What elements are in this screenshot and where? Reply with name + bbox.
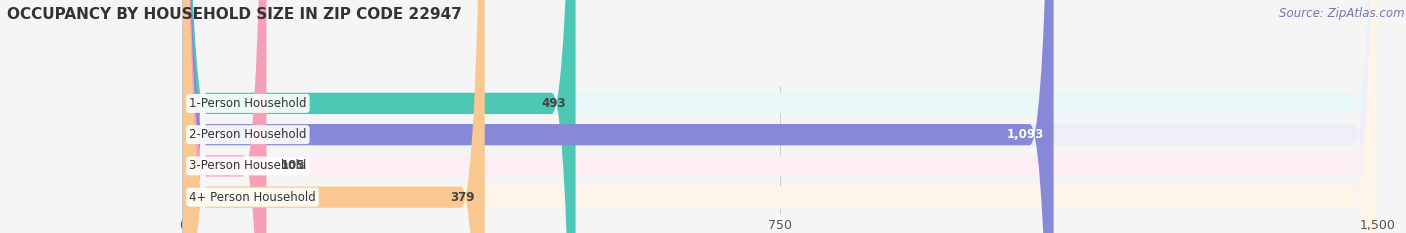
FancyBboxPatch shape: [183, 0, 575, 233]
FancyBboxPatch shape: [183, 0, 1053, 233]
Text: 493: 493: [541, 97, 567, 110]
Text: 2-Person Household: 2-Person Household: [190, 128, 307, 141]
Text: 379: 379: [451, 191, 475, 204]
Text: 1,093: 1,093: [1007, 128, 1045, 141]
FancyBboxPatch shape: [183, 0, 1378, 233]
FancyBboxPatch shape: [183, 0, 485, 233]
Text: Source: ZipAtlas.com: Source: ZipAtlas.com: [1279, 7, 1405, 20]
FancyBboxPatch shape: [183, 0, 1378, 233]
Text: 3-Person Household: 3-Person Household: [190, 159, 307, 172]
FancyBboxPatch shape: [183, 0, 1378, 233]
Text: 105: 105: [281, 159, 305, 172]
FancyBboxPatch shape: [183, 0, 267, 233]
FancyBboxPatch shape: [183, 0, 1378, 233]
Text: 4+ Person Household: 4+ Person Household: [190, 191, 316, 204]
Text: 1-Person Household: 1-Person Household: [190, 97, 307, 110]
Text: OCCUPANCY BY HOUSEHOLD SIZE IN ZIP CODE 22947: OCCUPANCY BY HOUSEHOLD SIZE IN ZIP CODE …: [7, 7, 463, 22]
